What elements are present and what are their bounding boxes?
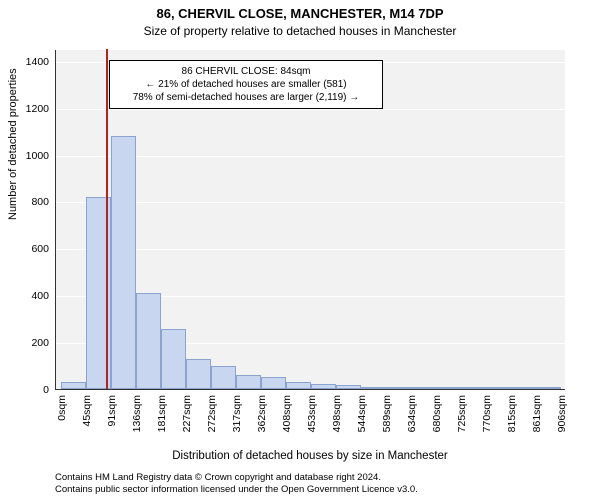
histogram-bar bbox=[286, 382, 311, 389]
footer-line-2: Contains public sector information licen… bbox=[55, 484, 418, 496]
y-tick-label: 200 bbox=[0, 337, 49, 349]
y-tick-label: 1200 bbox=[0, 103, 49, 115]
x-tick-label: 725sqm bbox=[456, 395, 468, 432]
histogram-bar bbox=[311, 384, 336, 389]
x-tick-label: 498sqm bbox=[331, 395, 343, 432]
histogram-bar bbox=[161, 329, 186, 389]
x-tick-label: 544sqm bbox=[356, 395, 368, 432]
x-axis-label: Distribution of detached houses by size … bbox=[55, 450, 565, 462]
x-tick-label: 136sqm bbox=[131, 395, 143, 432]
x-tick-label: 227sqm bbox=[181, 395, 193, 432]
x-tick-label: 272sqm bbox=[206, 395, 218, 432]
x-tick-label: 634sqm bbox=[406, 395, 418, 432]
histogram-bar bbox=[536, 387, 561, 389]
y-tick-label: 800 bbox=[0, 196, 49, 208]
x-tick-label: 453sqm bbox=[306, 395, 318, 432]
y-tick-label: 0 bbox=[0, 384, 49, 396]
y-axis-ticks: 0200400600800100012001400 bbox=[0, 50, 51, 390]
x-tick-label: 45sqm bbox=[81, 395, 93, 427]
x-tick-label: 906sqm bbox=[556, 395, 568, 432]
chart-title-line2: Size of property relative to detached ho… bbox=[0, 24, 600, 38]
annotation-line: ← 21% of detached houses are smaller (58… bbox=[116, 78, 376, 91]
x-tick-label: 91sqm bbox=[106, 395, 118, 427]
histogram-bar bbox=[461, 387, 486, 389]
annotation-marker-line bbox=[106, 49, 108, 389]
histogram-bar bbox=[411, 387, 436, 389]
histogram-bar bbox=[486, 387, 511, 389]
chart-title-line1: 86, CHERVIL CLOSE, MANCHESTER, M14 7DP bbox=[0, 6, 600, 21]
histogram-bar bbox=[136, 293, 161, 389]
chart-footer: Contains HM Land Registry data © Crown c… bbox=[55, 472, 418, 496]
y-tick-label: 600 bbox=[0, 243, 49, 255]
x-tick-label: 861sqm bbox=[531, 395, 543, 432]
x-tick-label: 362sqm bbox=[256, 395, 268, 432]
x-tick-label: 770sqm bbox=[481, 395, 493, 432]
x-tick-label: 815sqm bbox=[506, 395, 518, 432]
annotation-line: 86 CHERVIL CLOSE: 84sqm bbox=[116, 65, 376, 78]
histogram-bar bbox=[186, 359, 211, 389]
histogram-bar bbox=[361, 387, 386, 389]
x-tick-label: 408sqm bbox=[281, 395, 293, 432]
y-tick-label: 1400 bbox=[0, 56, 49, 68]
histogram-bar bbox=[436, 387, 461, 389]
footer-line-1: Contains HM Land Registry data © Crown c… bbox=[55, 472, 418, 484]
histogram-bar bbox=[236, 375, 261, 389]
annotation-line: 78% of semi-detached houses are larger (… bbox=[116, 91, 376, 104]
x-tick-label: 680sqm bbox=[431, 395, 443, 432]
histogram-bar bbox=[61, 382, 86, 389]
histogram-bar bbox=[111, 136, 136, 389]
y-tick-label: 1000 bbox=[0, 150, 49, 162]
histogram-bar bbox=[211, 366, 236, 389]
plot-area: 86 CHERVIL CLOSE: 84sqm← 21% of detached… bbox=[55, 50, 565, 390]
histogram-bar bbox=[386, 387, 411, 389]
histogram-bar bbox=[261, 377, 286, 389]
histogram-bar bbox=[336, 385, 361, 389]
annotation-box: 86 CHERVIL CLOSE: 84sqm← 21% of detached… bbox=[109, 60, 383, 109]
histogram-bar bbox=[511, 387, 536, 389]
x-tick-label: 0sqm bbox=[56, 395, 68, 421]
x-tick-label: 589sqm bbox=[381, 395, 393, 432]
x-tick-label: 181sqm bbox=[156, 395, 168, 432]
y-tick-label: 400 bbox=[0, 290, 49, 302]
x-tick-label: 317sqm bbox=[231, 395, 243, 432]
x-axis-ticks: 0sqm 45sqm 91sqm 136sqm 181sqm 227sqm 272sqm 31… bbox=[55, 393, 565, 453]
